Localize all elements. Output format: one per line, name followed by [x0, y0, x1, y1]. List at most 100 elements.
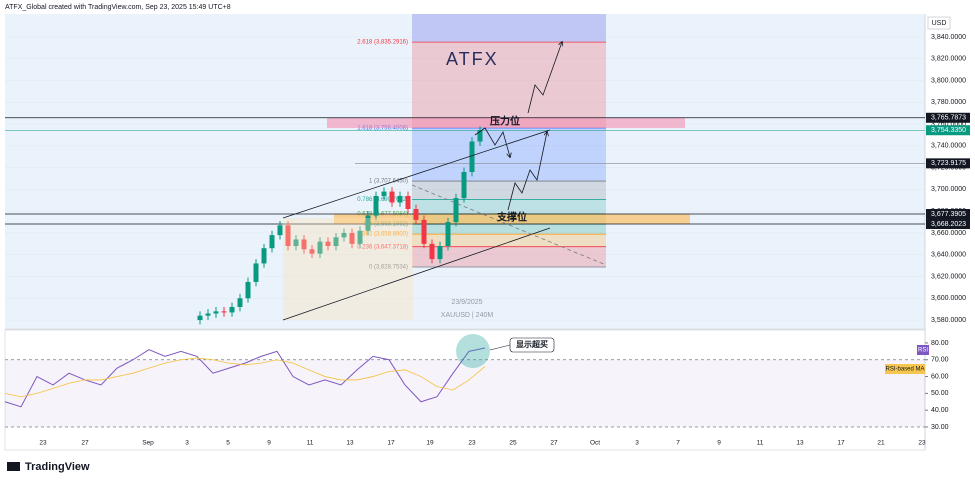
drawings: 压力位 支撑位 ATFX 23/9/2025 XAUUSD | 240M USD… [7, 16, 951, 473]
y-tick-label: 3,820.0000 [931, 56, 966, 63]
candle-body [205, 313, 211, 316]
y-tick-label: 80.00 [931, 340, 949, 347]
y-tick-label: 3,580.0000 [931, 317, 966, 324]
price-label-box [926, 125, 970, 136]
candle-body [325, 241, 331, 247]
y-tick-label: 3,600.0000 [931, 295, 966, 302]
legend-label: RSI [918, 348, 928, 354]
x-tick-label: 3 [635, 440, 639, 447]
fib-level-label: 1 (3,707.6450) [369, 179, 408, 185]
candle-body [429, 243, 435, 260]
candle-body [437, 246, 443, 260]
price-label-box [926, 209, 970, 220]
y-tick-label: 50.00 [931, 390, 949, 397]
x-tick-label: 27 [550, 440, 558, 447]
arrow-target [527, 42, 562, 114]
x-tick-label: 17 [837, 440, 845, 447]
resistance-zone [327, 117, 685, 128]
x-tick-label: 19 [426, 440, 434, 447]
fib-level-label: 0.382 (3,658.8900) [357, 232, 408, 238]
x-tick-label: 23 [918, 440, 926, 447]
price-label: 3,668.2023 [931, 221, 966, 228]
arrow-up [507, 132, 547, 211]
candle-body [381, 191, 387, 196]
x-tick-label: 23 [468, 440, 476, 447]
price-label-box [926, 112, 970, 123]
candle-body [405, 195, 411, 209]
y-tick-label: 3,640.0000 [931, 252, 966, 259]
fib-band [412, 246, 606, 267]
legend-label: RSI-based MA [885, 367, 924, 373]
header: ATFX_Global created with TradingView.com… [5, 4, 231, 11]
candle-body [445, 222, 451, 247]
channel-fill [283, 218, 413, 320]
x-tick-label: 13 [796, 440, 804, 447]
fib-band [412, 181, 606, 200]
candle-body [365, 215, 371, 231]
candle-body [269, 235, 275, 249]
x-tick-label: 11 [757, 440, 764, 447]
x-tick-label: 11 [307, 440, 314, 447]
y-tick-label: 3,740.0000 [931, 143, 966, 150]
rsi-pane [4, 329, 926, 451]
candle-body [245, 281, 251, 299]
y-tick-label: 3,660.0000 [931, 230, 966, 237]
x-tick-label: Oct [590, 440, 600, 447]
fib-level-label: 1.618 (3,756.4008) [357, 126, 408, 132]
candle-body [213, 311, 219, 314]
channel-lower [282, 227, 551, 321]
candle-body [333, 237, 339, 247]
y-tick-label: 3,620.0000 [931, 273, 966, 280]
y-tick-label: 3,840.0000 [931, 34, 966, 41]
y-tick-label: 3,760.0000 [931, 121, 966, 128]
y-tick-label: 40.00 [931, 407, 949, 414]
footer-logo: TradingView [25, 461, 90, 473]
candle-body [237, 298, 243, 307]
candle-body [197, 315, 203, 321]
y-tick-label: 3,800.0000 [931, 77, 966, 84]
currency-box [927, 16, 951, 30]
price-label: 3,677.3905 [931, 211, 966, 218]
candle-body [341, 232, 347, 238]
price-layer: 3,580.0000 3,600.0000 3,620.0000 3,640.0000… [4, 14, 970, 431]
candle-body [229, 306, 235, 313]
candle-body [477, 130, 483, 142]
arrow-pullback [474, 127, 510, 157]
candle-body [373, 195, 379, 216]
footer-icon [7, 462, 20, 471]
callout-line [489, 344, 511, 351]
fib-level-label: 2.618 (3,835.2916) [357, 40, 408, 46]
candle-body [357, 230, 363, 244]
legend-badge [917, 345, 929, 355]
x-tick-label: Sep [142, 440, 154, 447]
annotation: 压力位 [490, 115, 520, 128]
overbought-highlight [456, 334, 490, 368]
fib-level-label: 0.5 (3,668.1992) [364, 222, 408, 228]
y-tick-label: 3,780.0000 [931, 99, 966, 106]
price-label: 3,754.3350 [931, 127, 966, 134]
candle-body [389, 191, 395, 203]
y-tick-label: 3,700.0000 [931, 186, 966, 193]
candle-body [277, 225, 283, 236]
price-label-box [926, 219, 970, 230]
watermark-symbol: XAUUSD | 240M [441, 312, 494, 319]
fib-band [412, 234, 606, 247]
x-tick-label: 25 [509, 440, 517, 447]
candle-body [413, 208, 419, 220]
candle-body [453, 198, 459, 223]
x-tick-label: 13 [346, 440, 354, 447]
x-tick-label: 17 [387, 440, 395, 447]
x-tick-label: 21 [877, 440, 885, 447]
candle-body [253, 263, 259, 282]
y-tick-label: 70.00 [931, 357, 949, 364]
callout-text: 显示超买 [516, 339, 548, 349]
price-label-box [926, 158, 970, 169]
candle-body [285, 225, 291, 247]
fib-level-label: 0 (3,628.7534) [369, 265, 408, 271]
callout-box [509, 337, 555, 353]
x-tick-label: 23 [39, 440, 47, 447]
y-tick-label: 30.00 [931, 424, 949, 431]
candle-body [421, 219, 427, 244]
currency: USD [932, 20, 947, 27]
